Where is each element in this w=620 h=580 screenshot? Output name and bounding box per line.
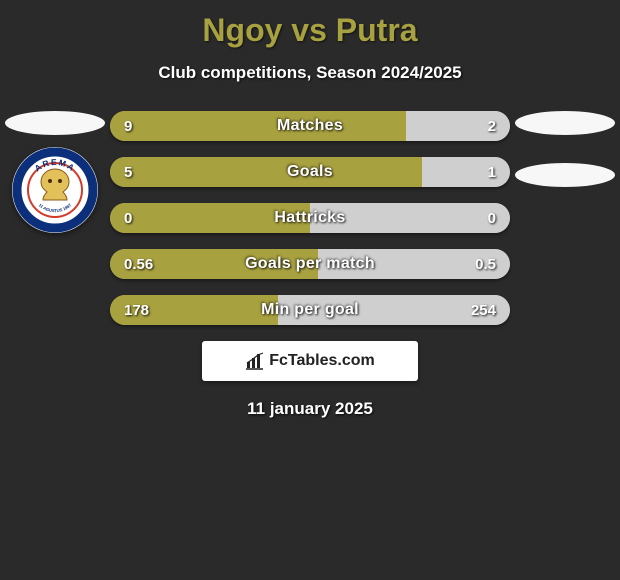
stat-bar-goals-per-match: 0.560.5Goals per match — [110, 249, 510, 279]
arema-badge-icon: AREMA 11 AGUSTUS 1987 — [12, 147, 98, 233]
right-player-badge-placeholder — [515, 111, 615, 135]
bar-chart-icon — [245, 351, 265, 371]
left-player-column: AREMA 11 AGUSTUS 1987 — [0, 111, 110, 233]
bar-label: Goals per match — [110, 249, 510, 279]
page-title: Ngoy vs Putra — [0, 0, 620, 49]
subtitle: Club competitions, Season 2024/2025 — [0, 63, 620, 83]
bar-label: Matches — [110, 111, 510, 141]
right-club-badge-placeholder — [515, 163, 615, 187]
left-player-badge-placeholder — [5, 111, 105, 135]
stat-bar-hattricks: 00Hattricks — [110, 203, 510, 233]
date-text: 11 january 2025 — [0, 399, 620, 419]
left-club-badge: AREMA 11 AGUSTUS 1987 — [12, 147, 98, 233]
bar-label: Min per goal — [110, 295, 510, 325]
brand-box[interactable]: FcTables.com — [202, 341, 418, 381]
stat-bar-min-per-goal: 178254Min per goal — [110, 295, 510, 325]
comparison-infographic: Ngoy vs Putra Club competitions, Season … — [0, 0, 620, 580]
right-player-column — [510, 111, 620, 187]
stat-bar-matches: 92Matches — [110, 111, 510, 141]
content-area: AREMA 11 AGUSTUS 1987 92Matches 51Goals 00… — [0, 111, 620, 325]
brand-text: FcTables.com — [269, 352, 375, 370]
stat-bars: 92Matches 51Goals 00Hattricks 0.560.5Goals … — [110, 111, 510, 325]
bar-label: Goals — [110, 157, 510, 187]
stat-bar-goals: 51Goals — [110, 157, 510, 187]
bar-label: Hattricks — [110, 203, 510, 233]
